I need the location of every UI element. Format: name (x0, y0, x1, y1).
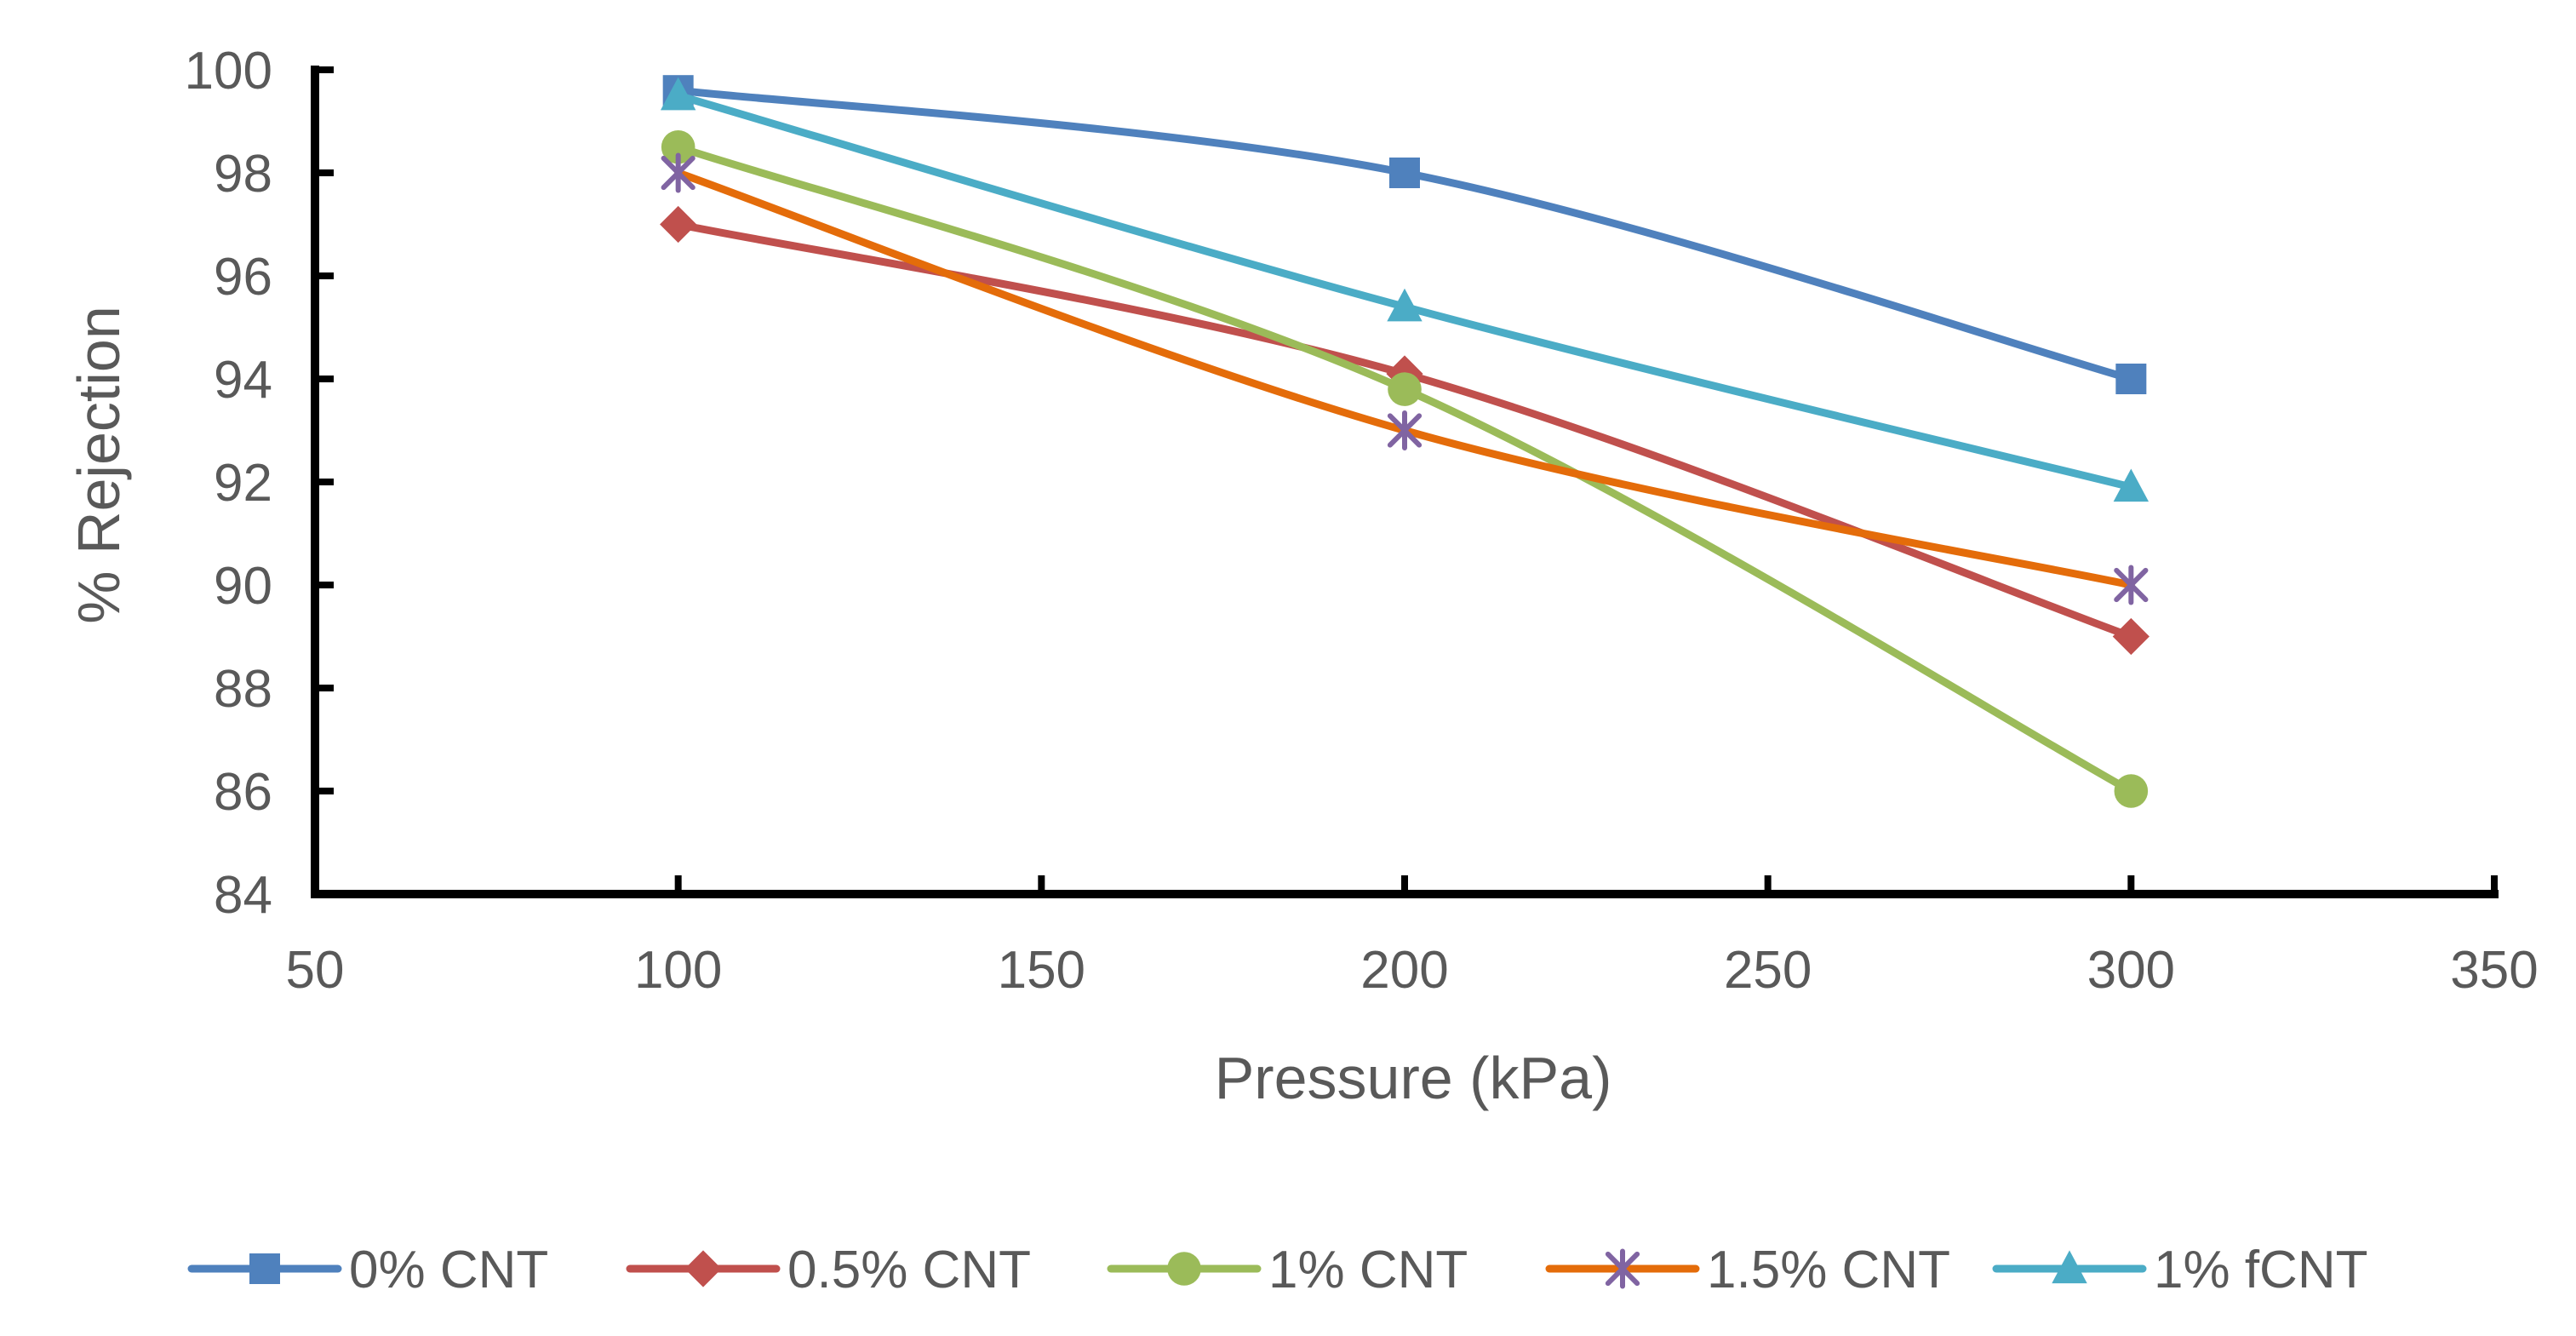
x-axis-title: Pressure (kPa) (1215, 1045, 1612, 1111)
series-1-5-cnt (661, 152, 2149, 605)
y-tick-label: 94 (214, 351, 272, 410)
legend-item-1-fcnt: 1% fCNT (1992, 1241, 2367, 1299)
y-tick-label: 92 (214, 454, 272, 513)
y-tick-label: 88 (214, 660, 272, 719)
y-tick-label: 100 (185, 42, 272, 100)
y-axis-title: % Rejection (66, 306, 132, 624)
data-point (2113, 468, 2150, 502)
y-tick-label: 84 (214, 866, 272, 925)
x-tick-label: 100 (634, 941, 722, 1000)
data-point (2114, 565, 2149, 605)
series-line (674, 86, 2135, 383)
x-tick-label: 200 (1360, 941, 1448, 1000)
legend-marker (249, 1253, 280, 1284)
legend-item-0-5-cnt: 0.5% CNT (626, 1241, 1031, 1299)
series-0-cnt (662, 75, 2147, 394)
y-tick-label: 86 (214, 763, 272, 822)
legend-label: 1.5% CNT (1707, 1241, 1950, 1299)
data-point (1388, 372, 1422, 406)
legend-item-1-5-cnt: 1.5% CNT (1545, 1241, 1950, 1299)
data-point (660, 77, 696, 111)
series-1-cnt (661, 129, 2149, 808)
data-point (661, 129, 696, 164)
data-point (661, 152, 696, 193)
legend-label: 1% CNT (1268, 1241, 1468, 1299)
legend-item-1-cnt: 1% CNT (1107, 1241, 1468, 1299)
legend-marker (1605, 1248, 1640, 1289)
legend-marker (684, 1250, 722, 1287)
legend-marker (1167, 1252, 1201, 1286)
legend-label: 0.5% CNT (787, 1241, 1031, 1299)
legend-marker (2052, 1250, 2087, 1284)
series-group (660, 75, 2150, 808)
x-tick-label: 50 (286, 941, 345, 1000)
legend-label: 1% fCNT (2154, 1241, 2367, 1299)
data-point (1389, 158, 1420, 188)
legend: 0% CNT 0.5% CNT 1% CNT 1.5% CNT 1% fCNT (187, 1241, 2367, 1299)
y-tick-label: 96 (214, 248, 272, 307)
x-tick-label: 350 (2450, 941, 2538, 1000)
data-point (2112, 617, 2150, 656)
axes: 84 86 88 90 92 94 96 98 100 50 100 150 200 250 300 350 (185, 42, 2539, 1000)
series-line (674, 143, 2135, 795)
x-tick-label: 250 (1724, 941, 1812, 1000)
y-tick-label: 90 (214, 557, 272, 616)
y-tick-label: 98 (214, 145, 272, 204)
legend-item-0-cnt: 0% CNT (187, 1241, 548, 1299)
data-point (660, 205, 697, 244)
data-point (1387, 410, 1423, 451)
x-tick-label: 150 (998, 941, 1085, 1000)
x-tick-label: 300 (2087, 941, 2175, 1000)
series-1-fcnt (660, 77, 2150, 502)
legend-label: 0% CNT (349, 1241, 548, 1299)
data-point (2114, 774, 2149, 808)
data-point (1387, 288, 1423, 322)
data-point (2115, 364, 2147, 394)
